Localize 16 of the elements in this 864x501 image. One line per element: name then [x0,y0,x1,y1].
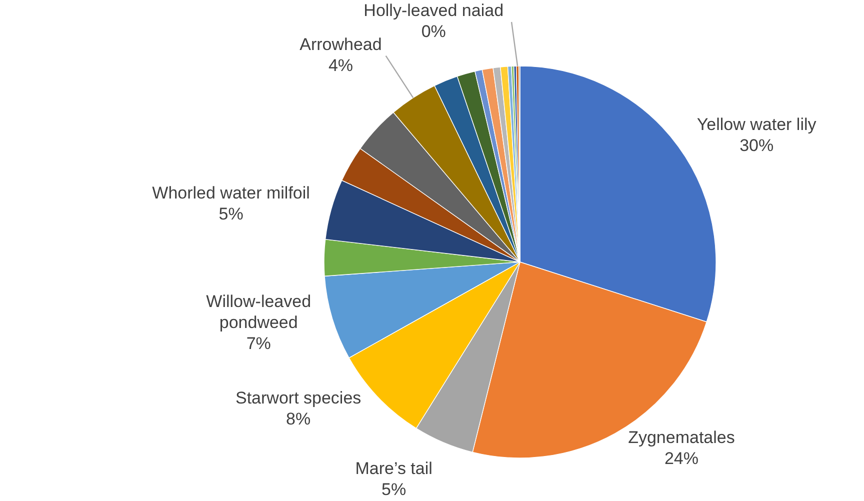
slice-label: Willow-leaved pondweed [206,292,312,332]
slice-label: Mare’s tail [355,458,432,478]
data-label: 4% [328,56,354,75]
slice-label: Yellow water lily [696,114,817,134]
data-label: 0% [421,22,446,42]
slice-label: Holly-leaved naiad [364,1,504,20]
data-label: 5% [382,480,406,499]
data-label: 8% [286,410,311,429]
data-label: 30% [740,136,774,155]
data-label: 24% [664,448,698,468]
slice-label: Zygnematales [628,428,735,447]
slice-label: Whorled water milfoil [152,183,310,202]
slice-label: Starwort species [235,388,362,408]
data-label: 7% [246,334,271,354]
data-label: 5% [218,204,244,224]
slice-label: Arrowhead [300,34,382,54]
